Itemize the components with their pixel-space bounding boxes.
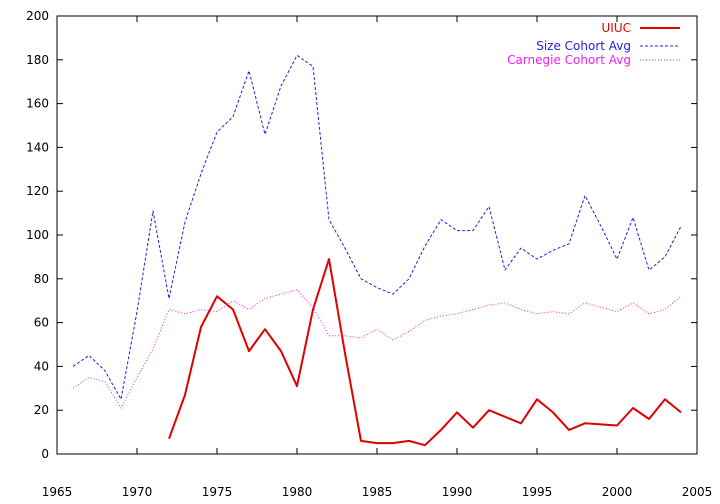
legend-label: UIUC xyxy=(602,21,631,35)
x-tick-label: 1980 xyxy=(282,485,313,499)
plot-frame xyxy=(56,15,698,455)
x-tick-label: 1970 xyxy=(122,485,153,499)
x-tick-label: 1985 xyxy=(362,485,393,499)
legend-label: Carnegie Cohort Avg xyxy=(507,53,631,67)
x-tick-label: 1995 xyxy=(522,485,553,499)
x-tick-label: 2000 xyxy=(602,485,633,499)
y-tick-label: 20 xyxy=(34,403,49,417)
y-tick-label: 100 xyxy=(26,228,49,242)
y-tick-label: 180 xyxy=(26,53,49,67)
x-axis: 1965 1970 1975 1980 1985 1990 1995 2000 2005 xyxy=(42,16,713,499)
x-tick-label: 1965 xyxy=(42,485,73,499)
plot-border xyxy=(56,15,698,455)
x-tick-label: 1975 xyxy=(202,485,233,499)
series-line-1 xyxy=(72,54,682,400)
series-line-2 xyxy=(72,289,682,409)
x-tick-label: 2005 xyxy=(682,485,713,499)
y-axis: 0 20 40 60 80 100 120 140 160 180 200 xyxy=(26,9,697,461)
y-tick-label: 140 xyxy=(26,140,49,154)
y-tick-label: 200 xyxy=(26,9,49,23)
series-layer xyxy=(72,54,682,447)
x-tick-label: 1990 xyxy=(442,485,473,499)
y-tick-label: 80 xyxy=(34,272,49,286)
series-line-0 xyxy=(168,258,682,447)
y-tick-label: 0 xyxy=(41,447,49,461)
legend-label: Size Cohort Avg xyxy=(536,39,631,53)
y-tick-label: 40 xyxy=(34,359,49,373)
y-tick-label: 60 xyxy=(34,316,49,330)
y-tick-label: 160 xyxy=(26,97,49,111)
y-tick-label: 120 xyxy=(26,184,49,198)
